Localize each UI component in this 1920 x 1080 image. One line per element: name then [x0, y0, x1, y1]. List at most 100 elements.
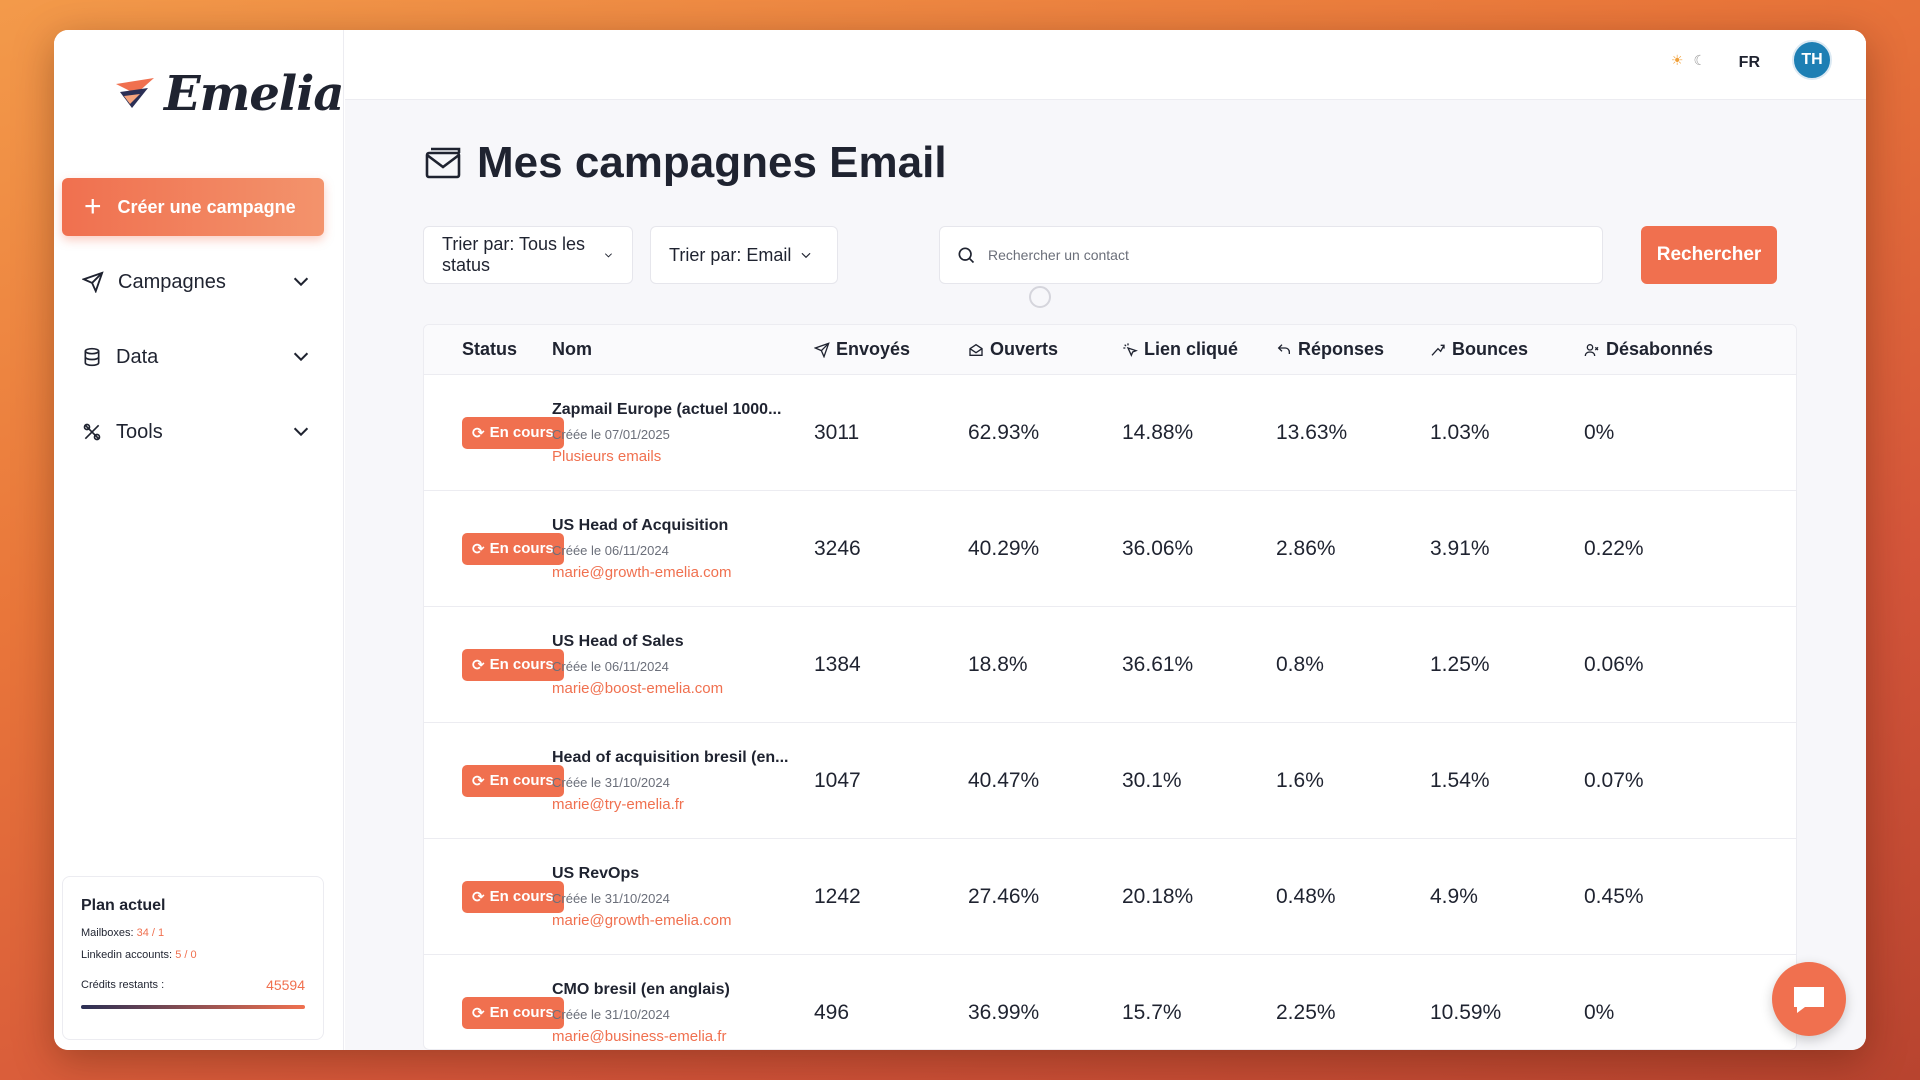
header-label: Envoyés	[836, 339, 911, 359]
status-badge[interactable]: ⟳ En cours	[462, 416, 564, 449]
campaign-name[interactable]: US Head of Sales	[552, 632, 684, 650]
chevron-down-icon	[801, 252, 811, 259]
name-cell: US RevOps Créée le 31/10/2024 marie@growth…	[552, 865, 814, 929]
table-row[interactable]: ⟳ En cours Head of acquisition bresil (en.…	[424, 723, 1796, 839]
loading-spinner	[1029, 286, 1051, 308]
credits-label: Crédits restants :	[81, 979, 165, 991]
bounce-icon	[1431, 344, 1445, 356]
header-replies[interactable]: Réponses	[1276, 339, 1430, 360]
credits-row: Crédits restants : 45594	[81, 977, 305, 993]
table-row[interactable]: ⟳ En cours CMO bresil (en anglais) Créée le…	[424, 955, 1796, 1049]
plan-title: Plan actuel	[81, 897, 166, 914]
refresh-icon: ⟳	[472, 656, 485, 674]
clicked-cell: 36.61%	[1122, 652, 1194, 676]
nav-item-tools[interactable]: Tools	[82, 412, 312, 452]
header-sent[interactable]: Envoyés	[814, 339, 968, 360]
refresh-icon: ⟳	[472, 772, 485, 790]
search-box[interactable]	[939, 226, 1603, 284]
campaign-name[interactable]: Zapmail Europe (actuel 1000...	[552, 400, 782, 418]
name-cell: US Head of Sales Créée le 06/11/2024 marie…	[552, 633, 814, 697]
status-badge[interactable]: ⟳ En cours	[462, 996, 564, 1029]
campaign-sender[interactable]: marie@try-emelia.fr	[552, 795, 684, 813]
opened-cell: 40.29%	[968, 536, 1040, 560]
nav-item-data[interactable]: Data	[82, 337, 312, 377]
sun-icon[interactable]: ☀	[1670, 52, 1684, 68]
header-label: Nom	[552, 339, 592, 359]
refresh-icon: ⟳	[472, 1004, 485, 1022]
chevron-down-icon	[605, 253, 613, 258]
language-switcher[interactable]: FR	[1738, 54, 1760, 71]
table-row[interactable]: ⟳ En cours Zapmail Europe (actuel 1000... C…	[424, 375, 1796, 491]
campaign-created-date: Créée le 31/10/2024	[552, 890, 670, 906]
campaign-name[interactable]: US RevOps	[552, 864, 640, 882]
theme-toggle[interactable]: ☀ ☾	[1671, 52, 1706, 69]
sidebar: Emelia + Créer une campagne Campagnes Da…	[54, 30, 344, 1050]
opened-cell: 36.99%	[968, 1000, 1040, 1024]
header-opened[interactable]: Ouverts	[968, 339, 1122, 360]
opened-cell: 18.8%	[968, 652, 1028, 676]
campaign-sender[interactable]: marie@boost-emelia.com	[552, 679, 724, 697]
campaign-sender[interactable]: marie@growth-emelia.com	[552, 563, 732, 581]
table-row[interactable]: ⟳ En cours US Head of Acquisition Créée le …	[424, 491, 1796, 607]
opened-cell: 27.46%	[968, 884, 1040, 908]
bounces-cell: 10.59%	[1430, 1000, 1502, 1024]
sent-cell: 3011	[814, 420, 860, 444]
campaign-name[interactable]: US Head of Acquisition	[552, 516, 729, 534]
table-row[interactable]: ⟳ En cours US RevOps Créée le 31/10/2024 mar…	[424, 839, 1796, 955]
avatar[interactable]: TH	[1792, 40, 1832, 80]
sent-cell: 496	[814, 1000, 850, 1024]
header-label: Lien cliqué	[1144, 339, 1239, 359]
linkedin-label: Linkedin accounts:	[81, 949, 173, 961]
main-content: ☀ ☾ FR TH Mes campagnes Email Trier par:…	[345, 30, 1866, 1050]
header-label: Ouverts	[990, 339, 1059, 359]
page-title-text: Mes campagnes Email	[477, 138, 947, 187]
header-label: Bounces	[1452, 339, 1529, 359]
campaign-created-date: Créée le 07/01/2025	[552, 426, 670, 442]
status-badge[interactable]: ⟳ En cours	[462, 648, 564, 681]
top-bar: ☀ ☾ FR TH	[345, 30, 1866, 100]
bounces-cell: 1.25%	[1430, 652, 1490, 676]
sent-cell: 1242	[814, 884, 861, 908]
nav-item-campagnes[interactable]: Campagnes	[82, 262, 312, 302]
chevron-down-icon	[293, 427, 309, 437]
refresh-icon: ⟳	[472, 540, 485, 558]
bounces-cell: 1.03%	[1430, 420, 1490, 444]
header-bounces[interactable]: Bounces	[1430, 339, 1584, 360]
campaign-sender[interactable]: marie@growth-emelia.com	[552, 911, 732, 929]
replies-cell: 2.25%	[1276, 1000, 1336, 1024]
type-filter-dropdown[interactable]: Trier par: Email	[650, 226, 838, 284]
campaign-created-date: Créée le 31/10/2024	[552, 774, 670, 790]
name-cell: Zapmail Europe (actuel 1000... Créée le 0…	[552, 401, 814, 465]
send-icon	[814, 341, 830, 358]
status-badge[interactable]: ⟳ En cours	[462, 764, 564, 797]
replies-cell: 13.63%	[1276, 420, 1348, 444]
header-name[interactable]: Nom	[552, 339, 814, 360]
chat-support-button[interactable]	[1772, 962, 1846, 1036]
nav-label: Tools	[116, 420, 163, 443]
status-badge[interactable]: ⟳ En cours	[462, 532, 564, 565]
clicked-cell: 30.1%	[1122, 768, 1182, 792]
search-input[interactable]	[988, 247, 1548, 263]
name-cell: Head of acquisition bresil (en... Créée l…	[552, 749, 814, 813]
search-button[interactable]: Rechercher	[1641, 226, 1777, 284]
status-badge[interactable]: ⟳ En cours	[462, 880, 564, 913]
campaign-name[interactable]: CMO bresil (en anglais)	[552, 980, 730, 998]
table-row[interactable]: ⟳ En cours US Head of Sales Créée le 06/11/…	[424, 607, 1796, 723]
status-filter-dropdown[interactable]: Trier par: Tous les status	[423, 226, 633, 284]
header-unsubscribed[interactable]: Désabonnés	[1584, 339, 1738, 360]
logo-icon	[116, 78, 154, 108]
refresh-icon: ⟳	[472, 888, 485, 906]
header-status[interactable]: Status	[424, 339, 552, 360]
credits-value: 45594	[266, 977, 305, 993]
logo[interactable]: Emelia	[114, 66, 344, 122]
moon-icon[interactable]: ☾	[1693, 52, 1706, 68]
create-campaign-button[interactable]: + Créer une campagne	[62, 178, 324, 236]
refresh-icon: ⟳	[472, 424, 485, 442]
campaign-name[interactable]: Head of acquisition bresil (en...	[552, 748, 789, 766]
campaign-sender[interactable]: marie@business-emelia.fr	[552, 1027, 727, 1045]
campaign-sender[interactable]: Plusieurs emails	[552, 447, 662, 465]
app-window: Emelia + Créer une campagne Campagnes Da…	[54, 30, 1866, 1050]
tools-icon	[83, 423, 101, 441]
header-clicked[interactable]: Lien cliqué	[1122, 339, 1276, 360]
reply-icon	[1277, 343, 1290, 354]
